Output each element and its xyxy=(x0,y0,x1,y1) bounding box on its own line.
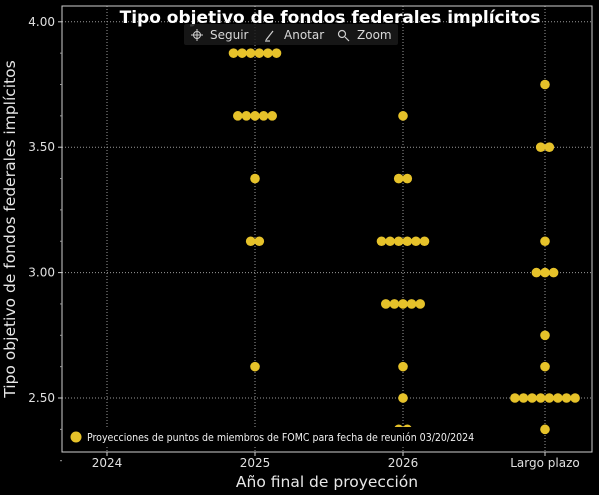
follow-button-label: Seguir xyxy=(210,28,249,42)
data-point xyxy=(267,111,278,121)
toolbar-background xyxy=(184,24,398,45)
data-point xyxy=(535,142,546,152)
legend: Proyecciones de puntos de miembros de FO… xyxy=(66,427,536,447)
annotate-button-label: Anotar xyxy=(284,28,324,42)
data-point xyxy=(228,48,239,58)
annotate-button[interactable]: Anotar xyxy=(265,28,324,42)
data-point xyxy=(570,393,580,403)
y-axis-ticks: 2.503.003.504.004.505.005.50 xyxy=(28,15,62,462)
y-tick-label: 3.50 xyxy=(28,140,55,154)
y-axis-label: Tipo objetivo de fondos federales implíc… xyxy=(1,60,19,398)
x-tick-label: 2026 xyxy=(388,456,419,470)
data-point xyxy=(561,393,572,403)
data-point xyxy=(263,48,273,58)
plot-frame xyxy=(61,5,593,453)
data-point xyxy=(544,142,555,152)
x-tick-label: 2024 xyxy=(92,456,123,470)
x-axis-ticks: 2024 2025 2026 Largo plazo xyxy=(92,452,580,470)
data-point xyxy=(250,111,260,121)
chart-title: Tipo objetivo de fondos federales implíc… xyxy=(120,8,541,28)
data-point xyxy=(254,48,265,58)
y-tick-label: 2.50 xyxy=(28,391,55,405)
data-point xyxy=(254,236,265,247)
data-point xyxy=(402,236,413,247)
data-point xyxy=(553,393,563,403)
zoom-button[interactable]: Zoom xyxy=(337,28,392,42)
data-point xyxy=(544,393,555,403)
x-axis-label: Año final de proyección xyxy=(236,473,418,491)
data-point xyxy=(393,173,404,184)
legend-marker xyxy=(70,431,82,443)
data-point xyxy=(419,236,430,247)
data-point xyxy=(406,299,417,309)
data-point xyxy=(540,236,550,247)
data-point xyxy=(535,393,546,403)
data-point xyxy=(398,393,408,403)
data-point xyxy=(245,236,256,247)
data-point xyxy=(376,236,387,247)
data-point xyxy=(237,48,247,58)
data-point xyxy=(518,393,529,403)
data-point xyxy=(245,48,256,58)
data-point xyxy=(531,267,542,278)
magnifier-icon xyxy=(337,29,350,42)
data-point xyxy=(389,299,400,309)
data-point xyxy=(540,267,550,278)
data-point xyxy=(398,111,408,121)
x-tick-label: 2025 xyxy=(240,456,271,470)
data-point xyxy=(548,267,559,278)
data-point xyxy=(540,330,550,341)
data-point xyxy=(258,111,269,121)
grid-lines xyxy=(62,6,592,452)
y-tick-label: 3.00 xyxy=(28,266,55,280)
legend-background xyxy=(66,427,536,447)
data-point xyxy=(411,236,421,247)
data-point xyxy=(540,361,550,372)
data-point xyxy=(233,111,243,121)
data-point xyxy=(271,48,282,58)
data-point xyxy=(402,173,413,184)
data-point xyxy=(398,361,408,372)
x-tick-label: Largo plazo xyxy=(510,456,579,470)
zoom-button-label: Zoom xyxy=(357,28,392,42)
legend-label: Proyecciones de puntos de miembros de FO… xyxy=(87,432,474,444)
data-point xyxy=(510,393,520,403)
data-points xyxy=(228,48,580,435)
data-point xyxy=(241,111,252,121)
data-point xyxy=(393,236,404,247)
data-point xyxy=(250,173,260,184)
y-tick-label: 4.00 xyxy=(28,15,55,29)
chart-toolbar: Seguir Anotar Zoom xyxy=(184,24,398,45)
pencil-icon xyxy=(265,30,274,42)
crosshair-icon xyxy=(191,29,203,41)
follow-button[interactable]: Seguir xyxy=(191,28,249,42)
data-point xyxy=(381,299,391,309)
data-point xyxy=(250,361,260,372)
data-point xyxy=(398,299,408,309)
data-point xyxy=(385,236,395,247)
data-point xyxy=(540,79,550,90)
data-point xyxy=(527,393,537,403)
data-point xyxy=(415,299,426,309)
data-point xyxy=(540,424,550,435)
